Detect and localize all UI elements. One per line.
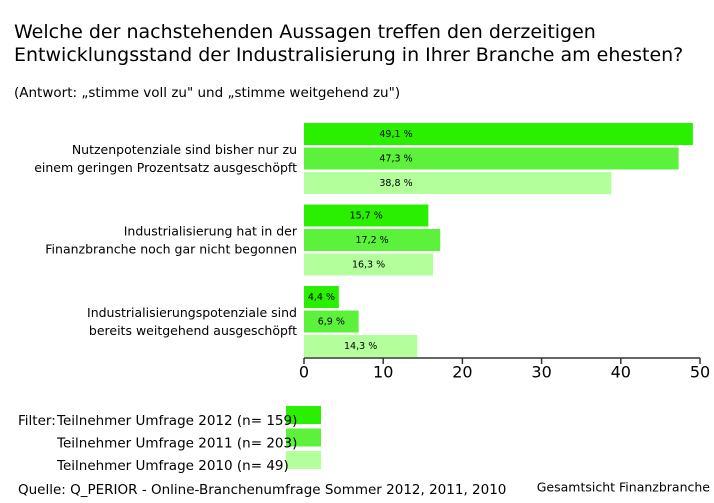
value-label: 16,3 % [352,260,385,271]
legend-title: Filter: [18,413,56,429]
value-label: 47,3 % [379,154,412,165]
bar [304,229,441,251]
legend-label: Teilnehmer Umfrage 2010 (n= 49) [56,458,289,474]
note: Gesamtsicht Finanzbranche [537,480,711,495]
bar [304,147,679,170]
x-tick-label: 30 [531,363,551,382]
legend-swatch [286,428,321,447]
x-tick-label: 50 [690,363,710,382]
x-tick-label: 40 [611,363,631,382]
value-label: 17,2 % [356,235,389,246]
legend-swatch [286,451,321,469]
value-label: 15,7 % [350,211,383,222]
legend-label: Teilnehmer Umfrage 2012 (n= 159) [56,413,297,429]
legend-swatch [286,406,321,424]
x-tick-label: 0 [299,363,309,382]
category-label: Industrialisierungspotenziale sind bereit… [87,305,297,338]
bar [304,335,418,357]
legend-label: Teilnehmer Umfrage 2011 (n= 203) [56,436,297,452]
value-label: 4,4 % [308,292,335,303]
bar [304,286,339,308]
bar [304,204,429,227]
x-tick-label: 10 [373,363,393,382]
bar [304,253,434,276]
x-tick-label: 20 [452,363,472,382]
category-label: Industrialisierung hat in der Finanzbranc… [45,223,298,256]
value-label: 14,3 % [344,341,377,352]
value-label: 49,1 % [379,129,412,140]
chart-subtitle: (Antwort: „stimme voll zu" und „stimme w… [14,85,400,101]
chart-title: Welche der nachstehenden Aussagen treffe… [14,21,683,66]
bar [304,172,612,194]
category-label: Nutzenpotenziale sind bisher nur zu einem… [34,142,297,175]
value-label: 38,8 % [379,178,412,189]
bar [304,310,359,333]
value-label: 6,9 % [318,317,345,328]
source: Quelle: Q_PERIOR - Online-Branchenumfrag… [18,482,506,498]
bar [304,123,693,145]
